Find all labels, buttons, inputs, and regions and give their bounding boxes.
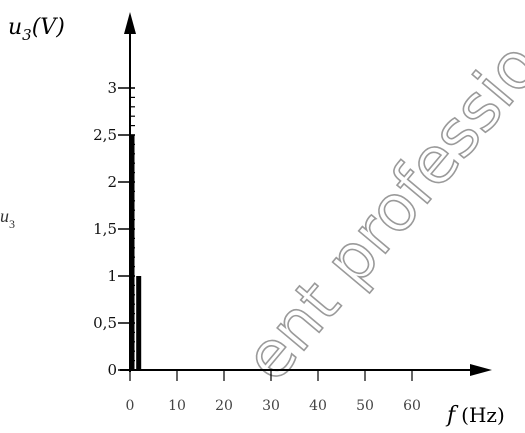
y-tick-label: 1 [107, 267, 117, 285]
side-label: u3 [0, 206, 15, 231]
x-axis-label-unit: (Hz) [461, 403, 505, 427]
side-label-sub: 3 [9, 217, 15, 231]
x-axis-label-var: f [445, 403, 459, 428]
bar [129, 135, 135, 370]
y-tick-label: 1,5 [93, 220, 117, 238]
bar [136, 276, 142, 370]
x-tick-label: 20 [215, 398, 233, 414]
y-tick-label: 0,5 [93, 314, 117, 332]
x-tick-label: 0 [126, 398, 135, 414]
y-axis-label-sub: 3 [22, 26, 32, 44]
x-tick-label: 10 [168, 398, 186, 414]
x-axis-arrow [470, 364, 492, 376]
watermark-text: ent professio [231, 29, 525, 395]
x-tick-label: 30 [262, 398, 280, 414]
x-ticks: 0 10 20 30 40 50 60 [126, 370, 421, 414]
x-tick-label: 50 [356, 398, 374, 414]
x-axis-label: f (Hz) [445, 403, 505, 428]
x-tick-label: 60 [403, 398, 421, 414]
y-axis-arrow [124, 12, 136, 34]
y-axis-label-main: u [8, 15, 22, 40]
side-label-main: u [0, 206, 9, 226]
y-axis-label: u3(V) [8, 15, 65, 44]
bars [129, 135, 142, 370]
y-tick-label: 0 [107, 361, 117, 379]
y-major-ticks: 0 0,5 1 1,5 2 2,5 3 [93, 79, 135, 379]
y-tick-label: 2,5 [93, 126, 117, 144]
y-tick-label: 2 [107, 173, 117, 191]
x-tick-label: 40 [309, 398, 327, 414]
y-tick-label: 3 [107, 79, 117, 97]
y-axis-label-unit: (V) [32, 15, 65, 40]
